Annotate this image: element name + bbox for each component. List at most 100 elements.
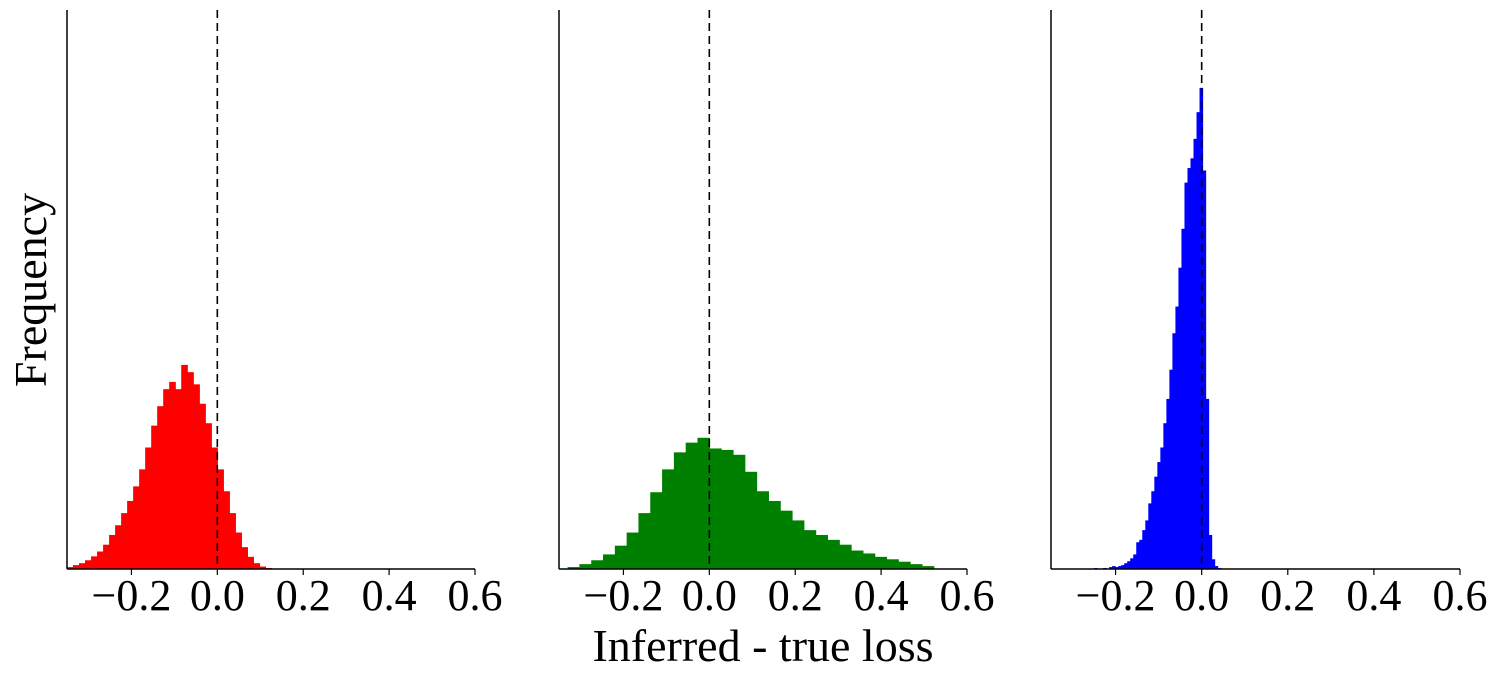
histogram-bar xyxy=(1205,398,1210,569)
panels-group: −0.2 0.0 0.2 0.4 0.6 −0.2 0.0 0.2 0.4 0.6 −0.2 0.0 0… xyxy=(66,10,1488,620)
histogram-bar xyxy=(1166,398,1170,569)
histogram-bar xyxy=(91,556,98,569)
histogram-bar xyxy=(217,469,224,569)
histogram-bar xyxy=(1208,534,1213,569)
histogram-bar xyxy=(145,447,152,569)
histogram-bar xyxy=(697,437,710,569)
histogram-bar xyxy=(1196,112,1201,569)
histogram-bar xyxy=(1127,561,1131,569)
histogram-bar xyxy=(139,469,146,569)
histogram-bar xyxy=(193,384,200,569)
x-tick-label: −0.2 xyxy=(92,571,172,620)
histogram-bar xyxy=(791,520,805,569)
histogram-bar xyxy=(567,567,580,569)
histogram-bar xyxy=(1121,565,1125,569)
histogram-bar xyxy=(163,389,170,569)
histogram-bar xyxy=(1187,168,1192,570)
histogram-bar xyxy=(827,539,840,569)
x-tick-label: 0.2 xyxy=(1260,571,1315,620)
histogram-bar xyxy=(898,561,911,569)
histogram-bar xyxy=(169,381,176,569)
histogram-bar xyxy=(241,547,248,569)
histogram-bar xyxy=(910,564,923,569)
histogram-bar xyxy=(874,556,888,569)
histogram-bar xyxy=(744,471,758,569)
histogram-bar xyxy=(1163,423,1167,569)
histogram-bar xyxy=(650,492,663,569)
histogram-bar xyxy=(1169,369,1173,569)
histogram-bar xyxy=(1193,138,1198,569)
y-axis-label: Frequency xyxy=(5,193,56,387)
histogram-bar xyxy=(1118,566,1122,569)
histogram-bar xyxy=(803,530,817,569)
histogram-bar xyxy=(603,554,616,569)
panel-1: −0.2 0.0 0.2 0.4 0.6 xyxy=(66,10,503,620)
histogram-bar xyxy=(591,560,604,569)
histogram-bar xyxy=(133,486,140,569)
histogram-bar xyxy=(175,389,182,569)
x-tick-label: 0.2 xyxy=(276,571,331,620)
histogram-bar xyxy=(851,550,864,569)
histogram-bar xyxy=(181,364,188,569)
histogram-bar xyxy=(1175,306,1180,569)
histogram-bar xyxy=(1181,228,1186,570)
histogram-bar xyxy=(626,532,640,569)
histogram-bar xyxy=(1139,539,1143,569)
histogram-bar xyxy=(1160,447,1164,569)
histogram-bar xyxy=(187,372,194,569)
histogram-bar xyxy=(73,565,80,569)
x-tick-label: −0.2 xyxy=(584,571,664,620)
histogram-bar xyxy=(579,564,592,569)
histogram-bar xyxy=(662,469,675,569)
x-tick-label: 0.4 xyxy=(854,571,909,620)
histogram-bar xyxy=(223,491,230,569)
histogram-bar xyxy=(685,442,699,569)
histogram-bar xyxy=(229,513,236,569)
x-tick-label: 0.0 xyxy=(1174,571,1229,620)
histogram-bar xyxy=(1112,566,1116,569)
histogram-bar xyxy=(115,525,122,569)
histogram-bar xyxy=(259,566,267,569)
x-tick-label: 0.6 xyxy=(1433,571,1488,620)
histogram-bar xyxy=(151,425,158,569)
histogram-bar xyxy=(1130,558,1134,569)
histogram-bar xyxy=(1145,520,1149,569)
histogram-bar xyxy=(638,513,651,569)
histogram-bar xyxy=(205,423,212,569)
x-tick-label: 0.4 xyxy=(362,571,417,620)
x-tick-label: 0.6 xyxy=(448,571,503,620)
histogram-bar xyxy=(768,500,781,569)
histogram-bar xyxy=(815,534,829,569)
histogram-bar xyxy=(673,452,687,569)
histogram-bar xyxy=(1115,567,1119,569)
histogram-bar xyxy=(780,510,793,569)
histogram-bar xyxy=(1202,170,1207,570)
histogram-bar xyxy=(614,545,628,569)
histogram-bar xyxy=(103,544,110,569)
histogram-bar xyxy=(756,491,769,569)
histogram-bar xyxy=(1211,559,1216,569)
histogram-bar xyxy=(127,500,134,569)
histogram-bar xyxy=(1142,530,1146,569)
histogram-bar xyxy=(1154,476,1158,569)
panel-3: −0.2 0.0 0.2 0.4 0.6 xyxy=(1050,10,1488,620)
histogram-bar xyxy=(721,449,734,569)
histogram-bar xyxy=(862,553,876,569)
histogram-bar xyxy=(157,406,164,569)
histogram-bar xyxy=(199,403,206,569)
histogram-bar xyxy=(67,567,74,569)
histogram-bar xyxy=(709,448,722,569)
histogram-bar xyxy=(1124,563,1128,569)
histogram-bar xyxy=(839,544,852,569)
histogram-bar xyxy=(921,566,935,569)
x-tick-label: 0.0 xyxy=(682,571,737,620)
histogram-bar xyxy=(1148,503,1152,569)
histogram-bar xyxy=(1184,182,1189,569)
histogram-bar xyxy=(253,563,260,569)
histogram-bar xyxy=(85,560,92,569)
x-tick-label: 0.0 xyxy=(190,571,245,620)
x-axis-label: Inferred - true loss xyxy=(592,620,933,671)
histogram-bar xyxy=(79,563,86,569)
histogram-bar xyxy=(1172,333,1177,569)
histogram-bar xyxy=(886,559,899,569)
